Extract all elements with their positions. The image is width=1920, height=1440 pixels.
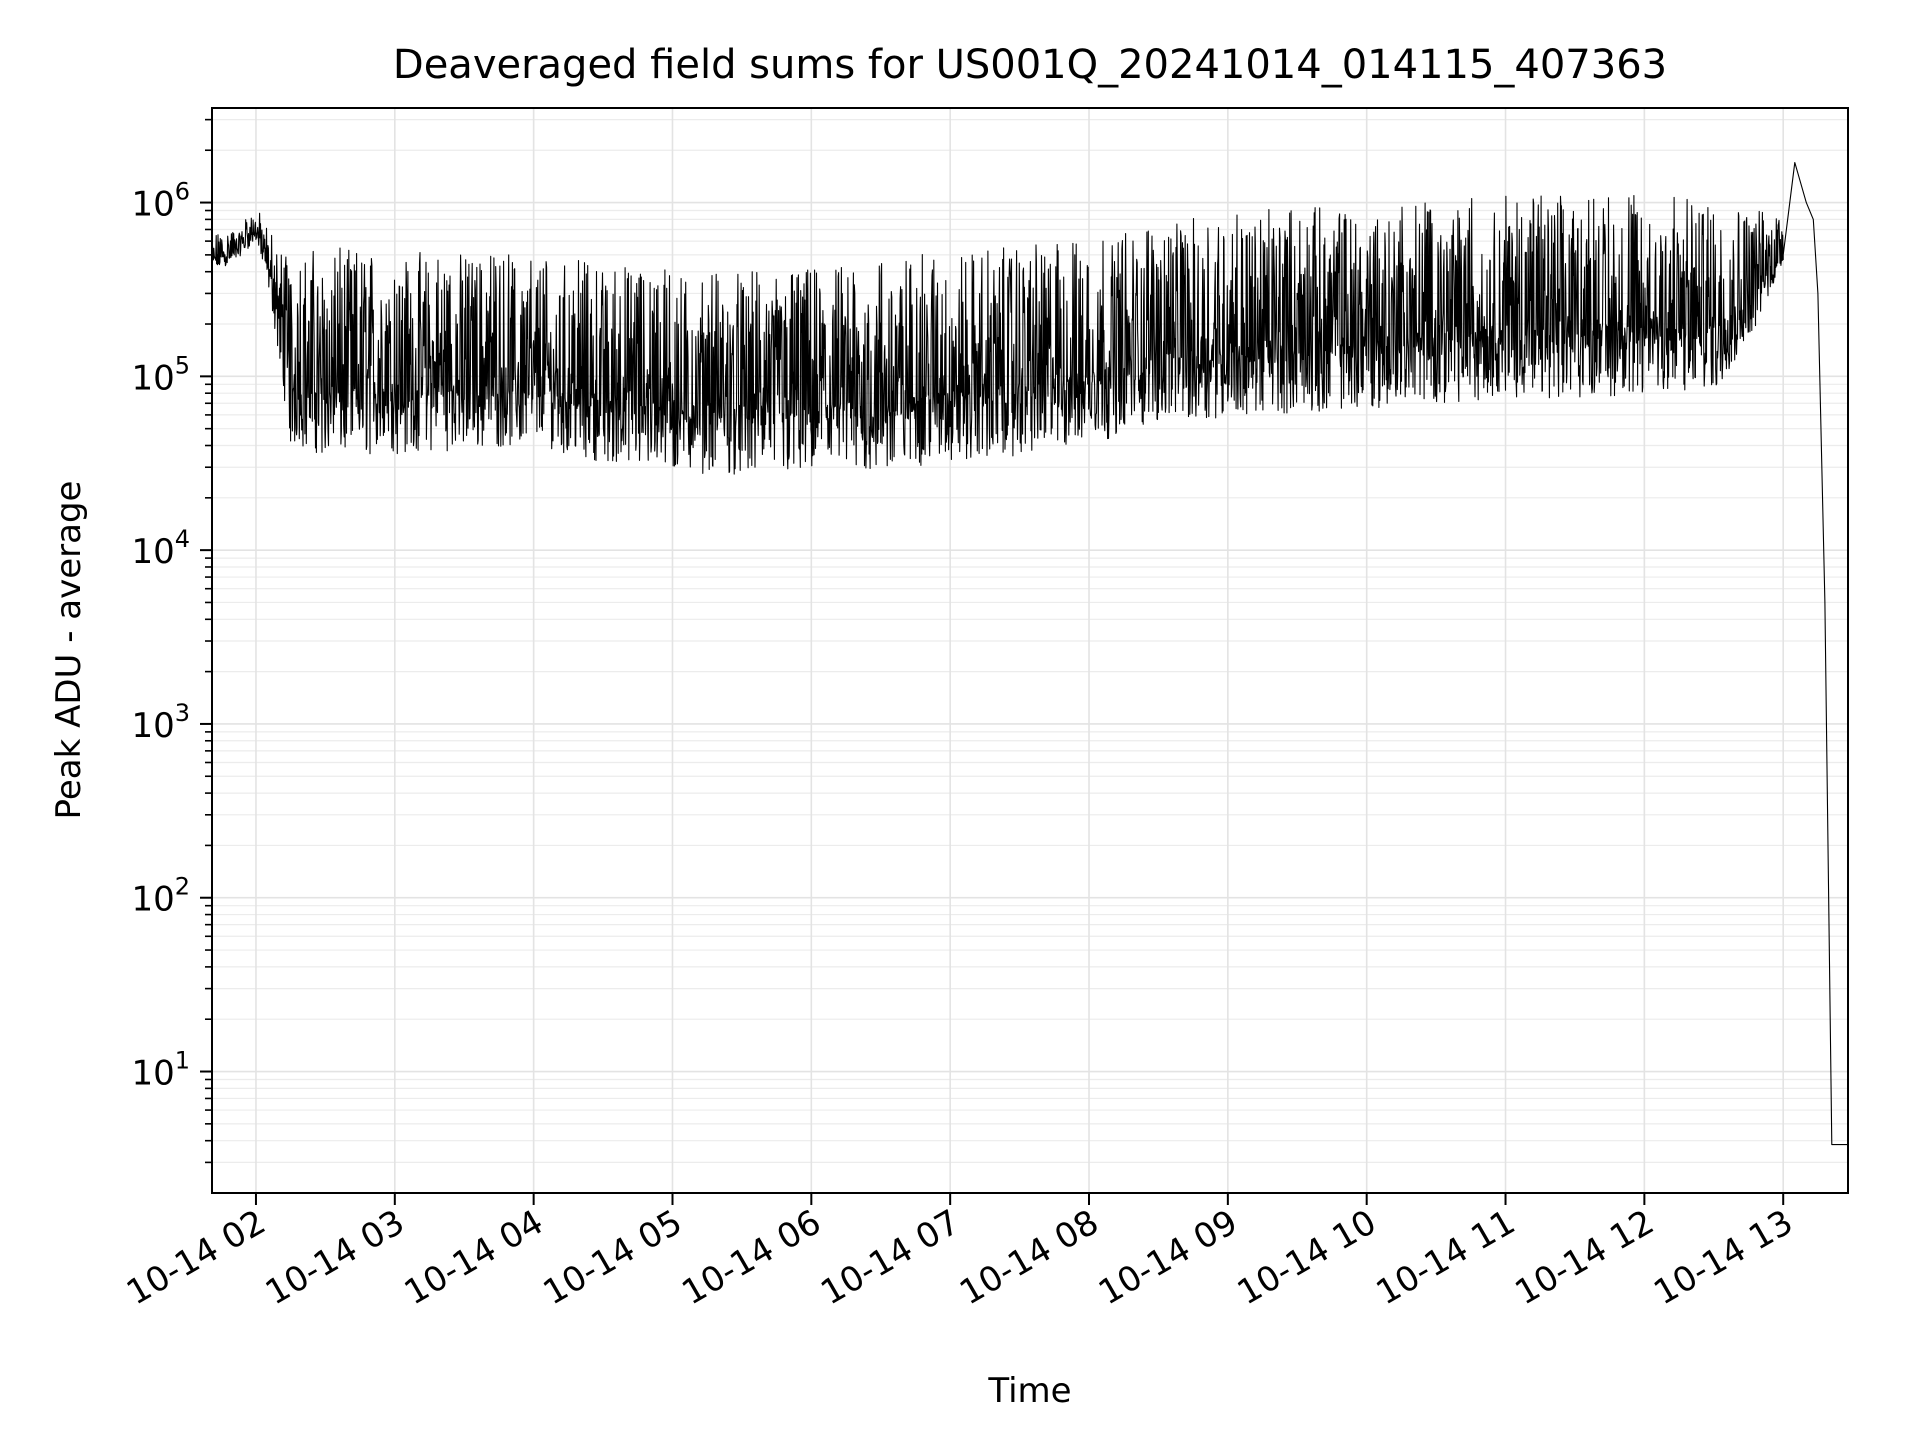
plot-frame: [211, 107, 1849, 1194]
x-axis-label: Time: [987, 1371, 1071, 1411]
y-tick-label: 104: [131, 525, 190, 572]
y-tick-label-exponent: 1: [175, 1047, 190, 1075]
y-tick-label-exponent: 6: [175, 178, 190, 206]
chart-title: Deaveraged field sums for US001Q_2024101…: [393, 42, 1667, 88]
y-tick-label-base: 10: [131, 706, 174, 746]
y-tick-label-exponent: 3: [175, 699, 190, 727]
y-tick-label: 102: [131, 873, 190, 920]
y-tick-label-base: 10: [131, 358, 174, 398]
y-tick-label-base: 10: [131, 532, 174, 572]
series: [211, 161, 1848, 1146]
y-tick-label-exponent: 2: [175, 873, 190, 901]
series-line: [211, 161, 1848, 1146]
y-tick-label: 106: [131, 178, 190, 225]
y-tick-label-base: 10: [131, 185, 174, 225]
y-tick-label: 103: [131, 699, 190, 746]
y-tick-label: 105: [131, 351, 190, 398]
y-axis-label: Peak ADU - average: [49, 481, 89, 820]
y-tick-label-base: 10: [131, 880, 174, 920]
y-tick-label-exponent: 5: [175, 351, 190, 379]
y-tick-label-exponent: 4: [175, 525, 190, 553]
y-tick-label-base: 10: [131, 1054, 174, 1094]
grid: [212, 108, 1848, 1193]
y-tick-label: 101: [131, 1047, 190, 1094]
